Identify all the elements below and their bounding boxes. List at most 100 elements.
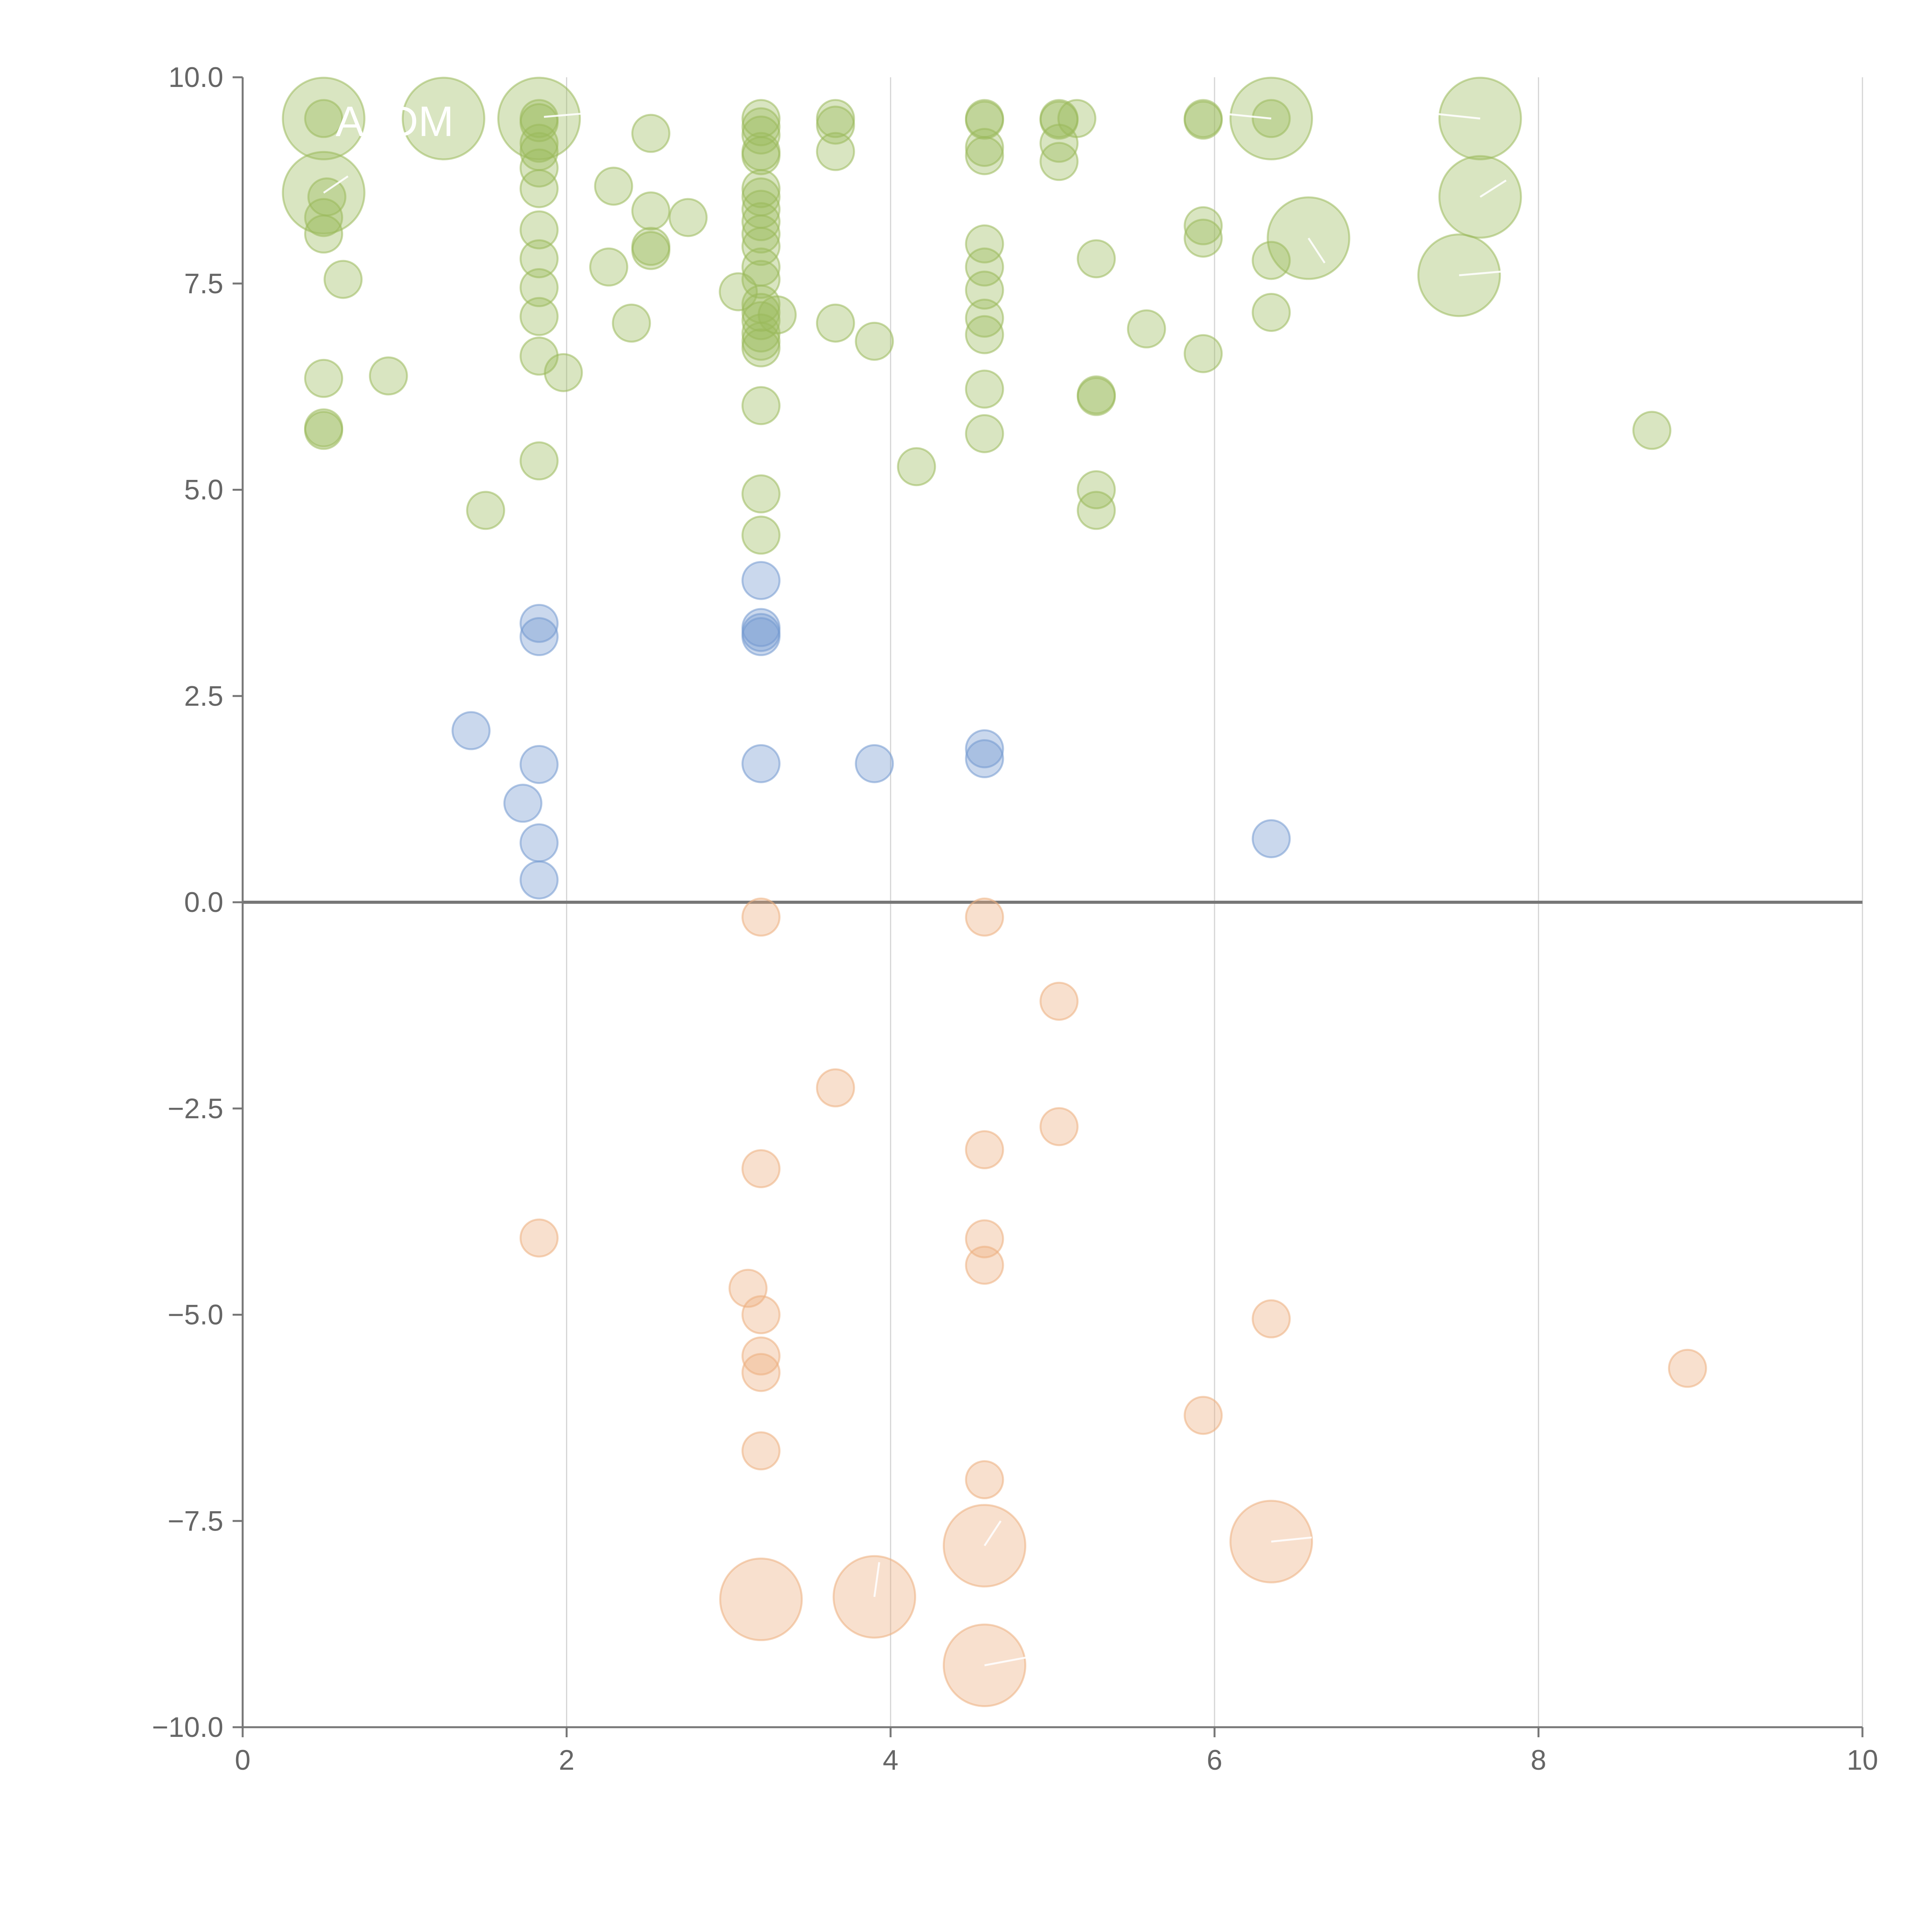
data-point [965,224,1004,264]
data-point [965,739,1004,779]
data-point [741,301,781,340]
point-label: A. DM [336,98,454,145]
data-point [1039,142,1079,181]
data-point [612,303,651,343]
data-point [816,1068,855,1107]
data-point [741,1336,781,1376]
data-point [401,77,485,160]
data-point [668,198,708,237]
label-leader-line [1433,112,1480,120]
data-point [741,136,781,175]
data-point [1077,377,1116,416]
x-tick-label: 4 [883,1745,898,1776]
data-point [741,1431,781,1471]
data-point [741,1353,781,1392]
data-point [741,1295,781,1334]
data-point [816,303,855,343]
data-point [519,617,559,656]
data-point [323,260,363,299]
data-point [519,1218,559,1258]
y-tick-label: −10.0 [152,1712,223,1743]
data-point [1127,309,1166,349]
data-point [1252,1299,1291,1338]
data-point [965,1245,1004,1285]
label-leader-line [544,112,583,118]
y-tick-label: 5.0 [184,474,223,506]
data-point [631,114,670,153]
point-labels: A. DM [323,98,1507,1667]
data-point [741,1149,781,1189]
label-leader-line [873,1562,880,1597]
y-tick-label: −5.0 [168,1299,223,1331]
data-point [519,441,559,481]
data-point [1077,239,1116,279]
data-point [544,353,583,392]
label-leader-line [1222,112,1272,120]
data-point [519,745,559,784]
data-point [519,169,559,208]
data-point [897,447,936,486]
data-point [816,132,855,171]
x-tick-label: 8 [1531,1745,1546,1776]
data-point [503,784,543,823]
data-point [965,247,1004,287]
data-point [965,897,1004,937]
data-point [741,227,781,266]
data-point [519,148,559,188]
data-point [1668,1349,1707,1388]
data-point [1057,99,1097,138]
data-point [719,272,758,311]
data-point [741,293,781,332]
data-point [1077,491,1116,530]
data-points [282,77,1707,1707]
data-point [965,315,1004,354]
data-point [1252,293,1291,332]
data-point [741,515,781,555]
y-tick-label: 7.5 [184,268,223,299]
label-leader-line [1459,270,1506,276]
label-leader-line [984,1656,1029,1667]
data-point [519,239,559,279]
data-point [965,1130,1004,1169]
data-point [519,297,559,336]
data-point [741,328,781,367]
data-point [741,897,781,937]
data-point [741,474,781,514]
data-point [728,1269,768,1308]
data-point [965,136,1004,175]
data-point [1039,981,1079,1021]
data-point [519,103,559,142]
label-leader-line [1308,237,1326,264]
data-point [965,1460,1004,1499]
data-point [965,128,1004,167]
label-leader-line [1480,179,1507,198]
data-point [1039,1107,1079,1146]
data-point [519,210,559,250]
data-point [369,356,408,396]
data-point [965,729,1004,769]
data-point [466,491,505,530]
data-point [594,167,633,206]
data-point [519,268,559,307]
data-point [741,561,781,600]
data-point [589,247,628,287]
data-point [451,711,491,750]
data-point [631,191,670,231]
data-point [757,295,797,335]
data-point [741,617,781,656]
data-point [965,298,1004,338]
data-point [1184,1396,1223,1435]
data-point [519,823,559,862]
x-tick-label: 0 [235,1745,251,1776]
data-point [855,744,894,783]
data-point [719,1557,803,1641]
axes: 0 2 4 6 8 10 −10.0 −7.5 −5.0 −2.5 0.0 2.5 5.0 7.5 10.0 [152,62,1878,1776]
data-point [965,369,1004,409]
data-point [519,860,559,900]
y-tick-label: 0.0 [184,887,223,918]
data-point [741,744,781,783]
data-point [741,169,781,208]
data-point [965,270,1004,310]
